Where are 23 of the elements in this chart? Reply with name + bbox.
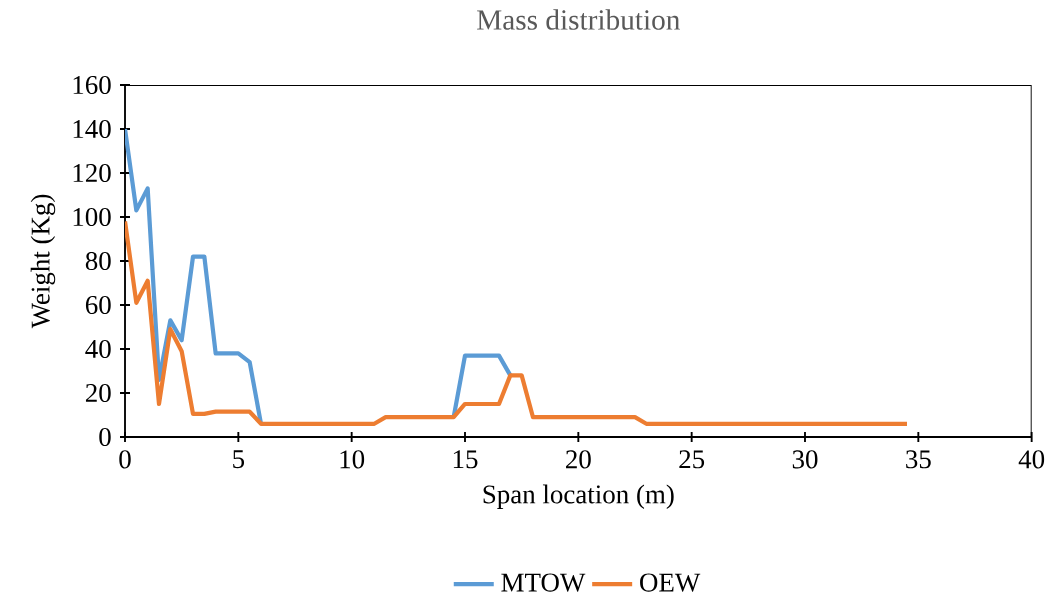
- y-tick-label: 20: [85, 383, 111, 403]
- x-tick-label: 20: [566, 450, 591, 469]
- y-tick-label: 140: [73, 119, 111, 139]
- x-tick-label: 5: [233, 450, 245, 469]
- x-tick-label: 0: [119, 450, 131, 469]
- y-tick-label: 40: [85, 339, 111, 359]
- x-tick-label: 25: [679, 450, 705, 469]
- chart-title: Mass distribution: [477, 9, 680, 30]
- legend-label: OEW: [640, 573, 701, 592]
- x-tick-label: 35: [906, 450, 931, 469]
- y-tick-label: 100: [73, 207, 111, 227]
- x-tick-label: 30: [792, 450, 818, 469]
- y-tick-label: 80: [85, 251, 111, 271]
- legend-label: MTOW: [501, 573, 586, 592]
- y-tick-label: 120: [73, 163, 111, 183]
- x-axis-title: Span location (m): [483, 484, 674, 509]
- y-axis-title: Weight (Kg): [30, 194, 56, 329]
- x-tick-label: 40: [1018, 450, 1045, 469]
- x-tick-label: 10: [340, 450, 365, 469]
- y-tick-label: 0: [99, 427, 111, 447]
- x-tick-label: 15: [453, 450, 478, 469]
- y-tick-label: 60: [85, 295, 111, 315]
- y-tick-label: 160: [73, 75, 111, 95]
